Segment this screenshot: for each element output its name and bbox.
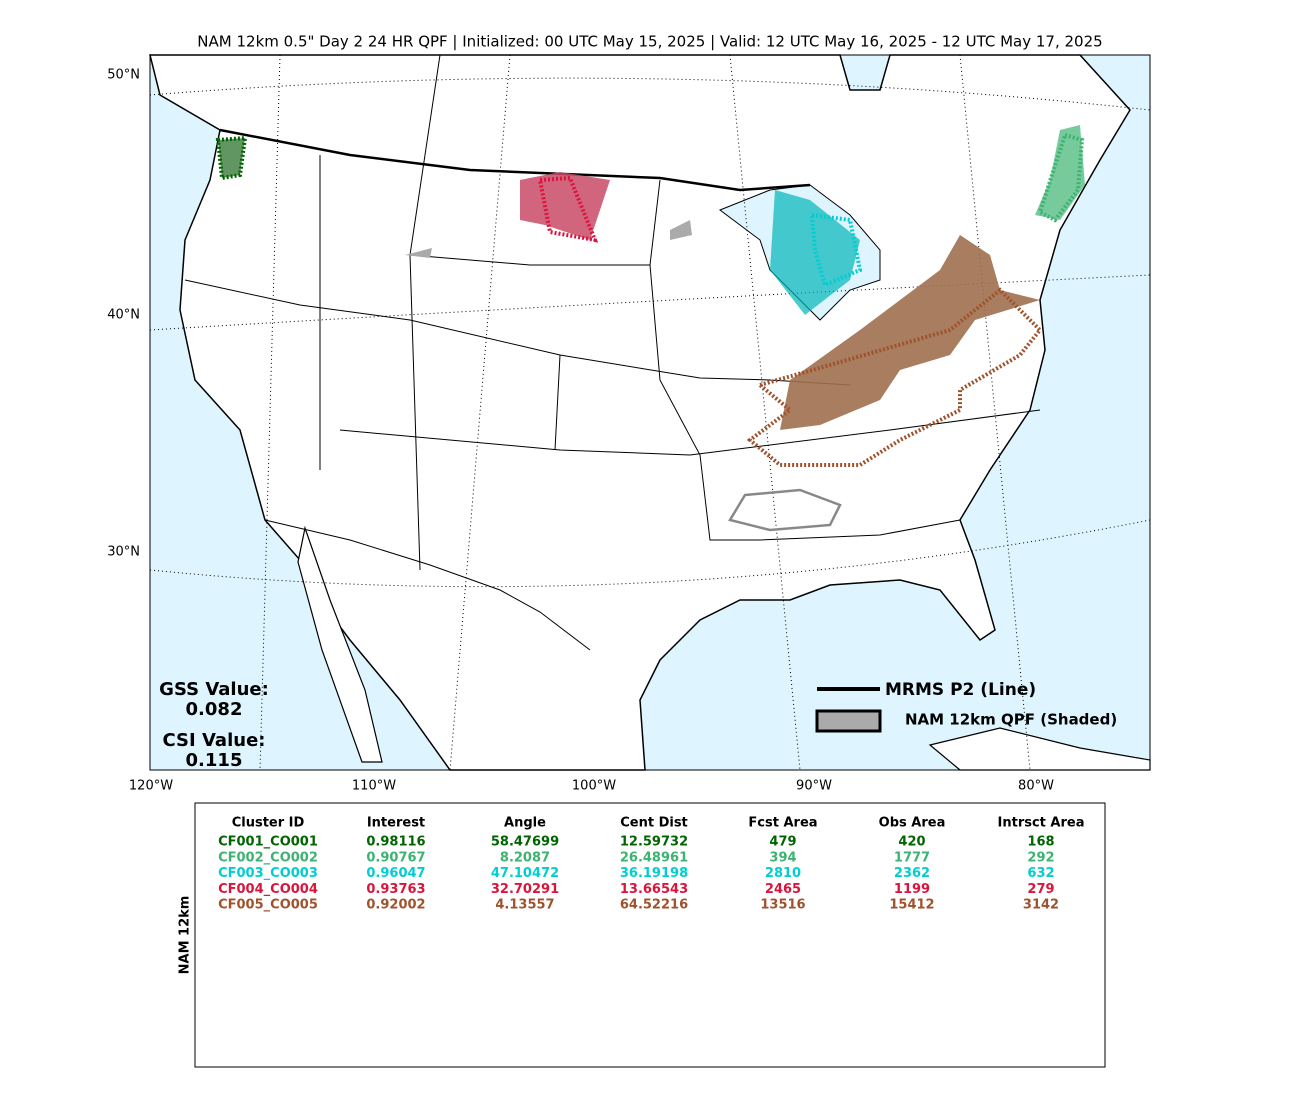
land [149,54,1131,771]
fcst-object [780,235,1040,430]
fcst-object [218,138,245,178]
table-cell: 394 [769,850,796,865]
table-cell: 15412 [889,898,934,913]
table-cell: 0.98116 [366,835,425,850]
table-cell: 32.70291 [491,882,559,897]
table-cell: 13.66543 [620,882,688,897]
table-cell: 12.59732 [620,835,688,850]
table-cell: 58.47699 [491,835,559,850]
lon-label: 120°W [129,779,173,794]
column-header: Fcst Area [748,816,817,831]
lon-label: 80°W [1018,779,1054,794]
table-cell: 1199 [894,882,930,897]
obs-object [215,135,248,181]
map-frame [149,54,1151,771]
legend-swatch [815,709,882,733]
table-cell: 4.13557 [495,898,554,913]
fcst-object [405,248,432,258]
lat-label: 50°N [107,68,140,83]
fcst-object [520,172,610,240]
score-label: GSS Value: [159,679,269,700]
score-label: CSI Value: [163,730,266,751]
table-cell: 3142 [1023,898,1059,913]
score-value: 0.115 [186,750,243,771]
table-cell: 479 [769,835,796,850]
fcst-object [670,220,692,240]
table-cell: 2810 [765,866,801,881]
lon-label: 100°W [572,779,616,794]
table-cell: 0.93763 [366,882,425,897]
table-cell: 292 [1027,850,1054,865]
table: Cluster ID Interest Angle Cent Dist Fcst Are… [218,816,1084,913]
table-cell: 2465 [765,882,801,897]
table-cell: 632 [1027,866,1054,881]
graticule [149,54,1151,771]
table-frame [194,802,1106,1068]
lat-label: 40°N [107,308,140,323]
table-cell: 64.52216 [620,898,688,913]
table-cell: 168 [1027,835,1054,850]
obs-object [728,488,842,532]
table-cell: CF004_CO004 [218,882,318,897]
table-cell: CF005_CO005 [218,898,318,913]
table-cell: CF003_CO003 [218,866,318,881]
table-cell: 2362 [894,866,930,881]
lon-label: 90°W [796,779,832,794]
table-cell: CF001_CO001 [218,835,318,850]
column-header: Cent Dist [620,816,688,831]
lon-label: 110°W [352,779,396,794]
table-cell: 1777 [894,850,930,865]
table-cell: 8.2087 [500,850,550,865]
qpf-objects [215,125,1085,532]
table-cell: 47.10472 [491,866,559,881]
column-header: Angle [504,816,546,831]
lat-label: 30°N [107,545,140,560]
title: NAM 12km 0.5" Day 2 24 HR QPF | Initiali… [197,33,1102,51]
obs-object [537,175,599,243]
table-cell: 420 [898,835,925,850]
column-header: Interest [367,816,425,831]
table-cell: CF002_CO002 [218,850,318,865]
table-cell: 279 [1027,882,1054,897]
legend-label: MRMS P2 (Line) [885,680,1036,700]
obs-object [1037,132,1085,223]
map: 50°N 40°N 30°N 120°W 110°W 100°W 90°W 80… [107,54,1151,794]
obs-object [809,212,863,288]
table-cell: 0.92002 [366,898,425,913]
table-cell: 26.48961 [620,850,688,865]
table-side-label: NAM 12km [178,896,193,975]
table-cell: 13516 [760,898,805,913]
column-header: Intrsct Area [998,816,1085,831]
obs-object [746,287,1043,467]
score-value: 0.082 [186,699,243,720]
table-cell: 0.96047 [366,866,425,881]
table-cell: 0.90767 [366,850,425,865]
baja [297,525,383,763]
table-cell: 36.19198 [620,866,688,881]
legend-label: NAM 12km QPF (Shaded) [905,711,1117,729]
column-header: Cluster ID [232,816,305,831]
column-header: Obs Area [879,816,946,831]
